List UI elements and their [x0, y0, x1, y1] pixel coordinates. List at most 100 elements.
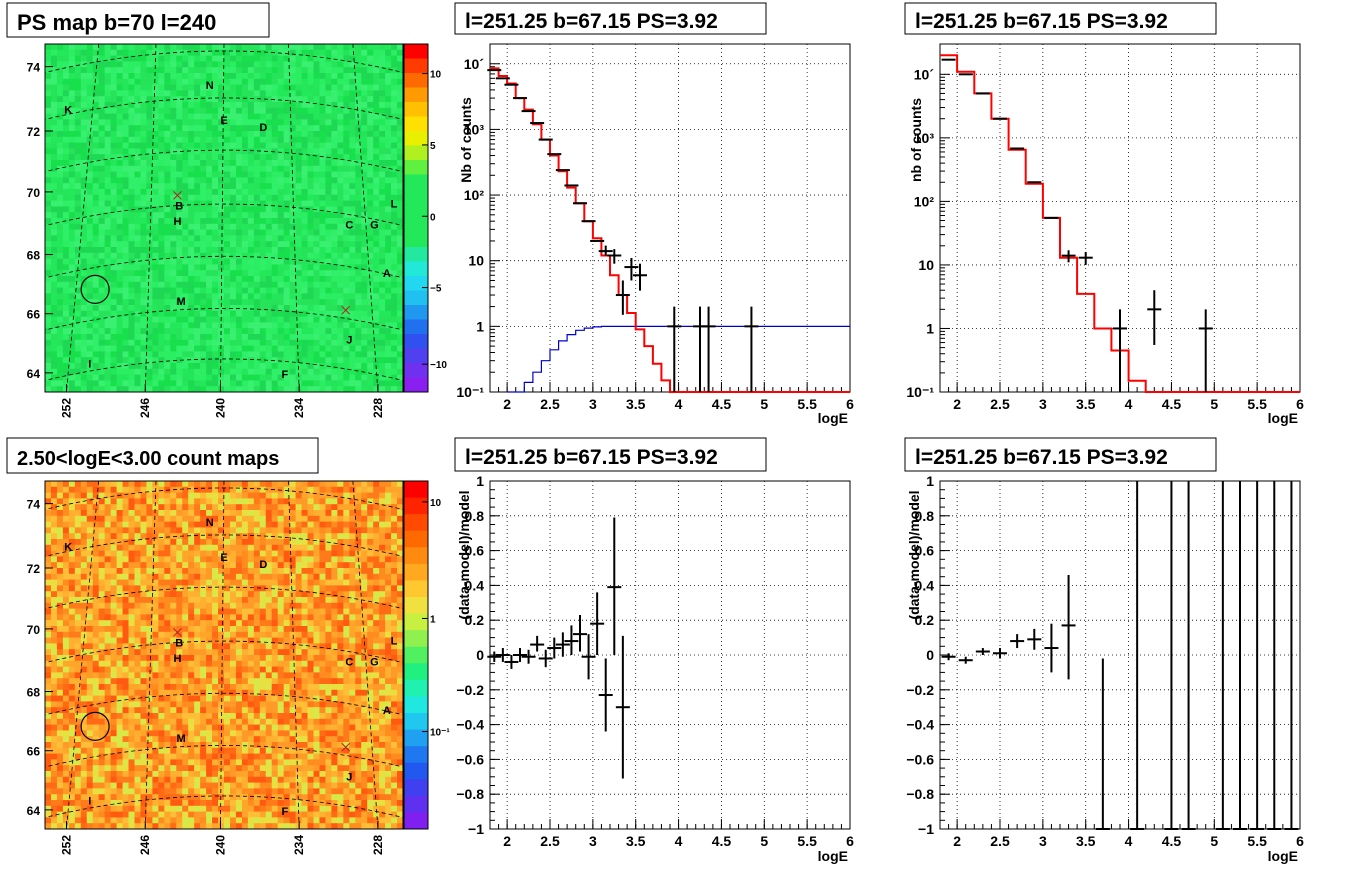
map0-pixel — [129, 166, 135, 172]
map0-pixel — [230, 317, 236, 323]
map0-pixel — [164, 218, 170, 224]
map0-pixel — [343, 322, 349, 328]
map0-pixel — [170, 172, 176, 178]
map0-pixel — [379, 44, 385, 50]
map0-pixel — [111, 137, 117, 143]
map0-pixel — [45, 270, 51, 276]
map0-pixel — [248, 50, 254, 56]
map0-pixel — [272, 218, 278, 224]
map0-pixel — [176, 67, 182, 73]
map0-pixel — [314, 44, 320, 50]
map0-pixel — [266, 61, 272, 67]
map0-pixel — [296, 230, 302, 236]
map0-pixel — [254, 44, 260, 50]
map0-pixel — [260, 177, 266, 183]
map0-pixel — [176, 50, 182, 56]
map0-pixel — [170, 85, 176, 91]
map0-pixel — [260, 282, 266, 288]
map1-pixel — [75, 516, 81, 522]
map0-pixel — [325, 375, 331, 381]
map0-pixel — [158, 346, 164, 352]
map0-pixel — [188, 375, 194, 381]
map0-pixel — [319, 119, 325, 125]
map1-pixel — [75, 498, 81, 504]
map0-pixel — [325, 148, 331, 154]
map1-pixel — [284, 522, 290, 528]
map0-source-label: K — [64, 105, 72, 117]
map0-pixel — [272, 328, 278, 334]
map0-pixel — [278, 311, 284, 317]
map0-pixel — [278, 293, 284, 299]
map0-pixel — [278, 386, 284, 392]
map0-pixel — [75, 119, 81, 125]
map0-pixel — [260, 44, 266, 50]
map1-pixel — [182, 527, 188, 533]
map1-pixel — [57, 498, 63, 504]
map0-pixel — [87, 96, 93, 102]
map0-pixel — [45, 96, 51, 102]
map0-pixel — [379, 247, 385, 253]
map1-pixel — [146, 533, 152, 539]
map0-pixel — [63, 143, 69, 149]
map0-pixel — [397, 241, 403, 247]
map1-pixel — [63, 498, 69, 504]
map0-pixel — [129, 322, 135, 328]
map0-pixel — [87, 259, 93, 265]
map0-pixel — [57, 276, 63, 282]
map1-pixel — [349, 551, 355, 557]
map1-pixel — [158, 603, 164, 609]
map1-pixel — [111, 574, 117, 580]
map0-pixel — [343, 183, 349, 189]
map1-pixel — [146, 498, 152, 504]
map0-pixel — [284, 137, 290, 143]
map0-pixel — [373, 73, 379, 79]
map0-pixel — [111, 282, 117, 288]
map1-pixel — [391, 580, 397, 586]
map0-pixel — [123, 357, 129, 363]
map0-pixel — [236, 224, 242, 230]
map0-pixel — [188, 212, 194, 218]
map0-pixel — [224, 369, 230, 375]
map0-pixel — [69, 73, 75, 79]
map0-pixel — [123, 386, 129, 392]
map0-pixel — [290, 67, 296, 73]
map0-pixel — [182, 114, 188, 120]
map1-pixel — [361, 510, 367, 516]
map1-pixel — [200, 562, 206, 568]
map0-pixel — [242, 375, 248, 381]
map0-pixel — [158, 125, 164, 131]
map0-pixel — [373, 380, 379, 386]
map0-pixel — [379, 288, 385, 294]
map0-pixel — [284, 189, 290, 195]
map0-pixel — [325, 276, 331, 282]
map0-pixel — [93, 148, 99, 154]
map0-pixel — [248, 288, 254, 294]
map0-pixel — [296, 351, 302, 357]
map0-pixel — [373, 131, 379, 137]
map1-pixel — [236, 597, 242, 603]
map0-pixel — [146, 148, 152, 154]
map1-pixel — [266, 522, 272, 528]
map0-pixel — [302, 183, 308, 189]
map0-pixel — [397, 230, 403, 236]
map0-pixel — [170, 270, 176, 276]
map1-pixel — [337, 527, 343, 533]
map0-pixel — [373, 189, 379, 195]
map0-pixel — [242, 114, 248, 120]
map0-pixel — [236, 160, 242, 166]
map0-pixel — [361, 311, 367, 317]
map0-pixel — [170, 166, 176, 172]
map0-pixel — [81, 90, 87, 96]
map0-pixel — [140, 56, 146, 62]
map0-pixel — [284, 317, 290, 323]
map0-pixel — [296, 328, 302, 334]
map1-pixel — [248, 551, 254, 557]
map0-pixel — [308, 195, 314, 201]
map0-pixel — [260, 212, 266, 218]
map0-pixel — [99, 375, 105, 381]
map0-pixel — [248, 247, 254, 253]
map0-pixel — [105, 119, 111, 125]
map0-pixel — [206, 131, 212, 137]
map0-pixel — [260, 351, 266, 357]
map0-pixel — [230, 293, 236, 299]
